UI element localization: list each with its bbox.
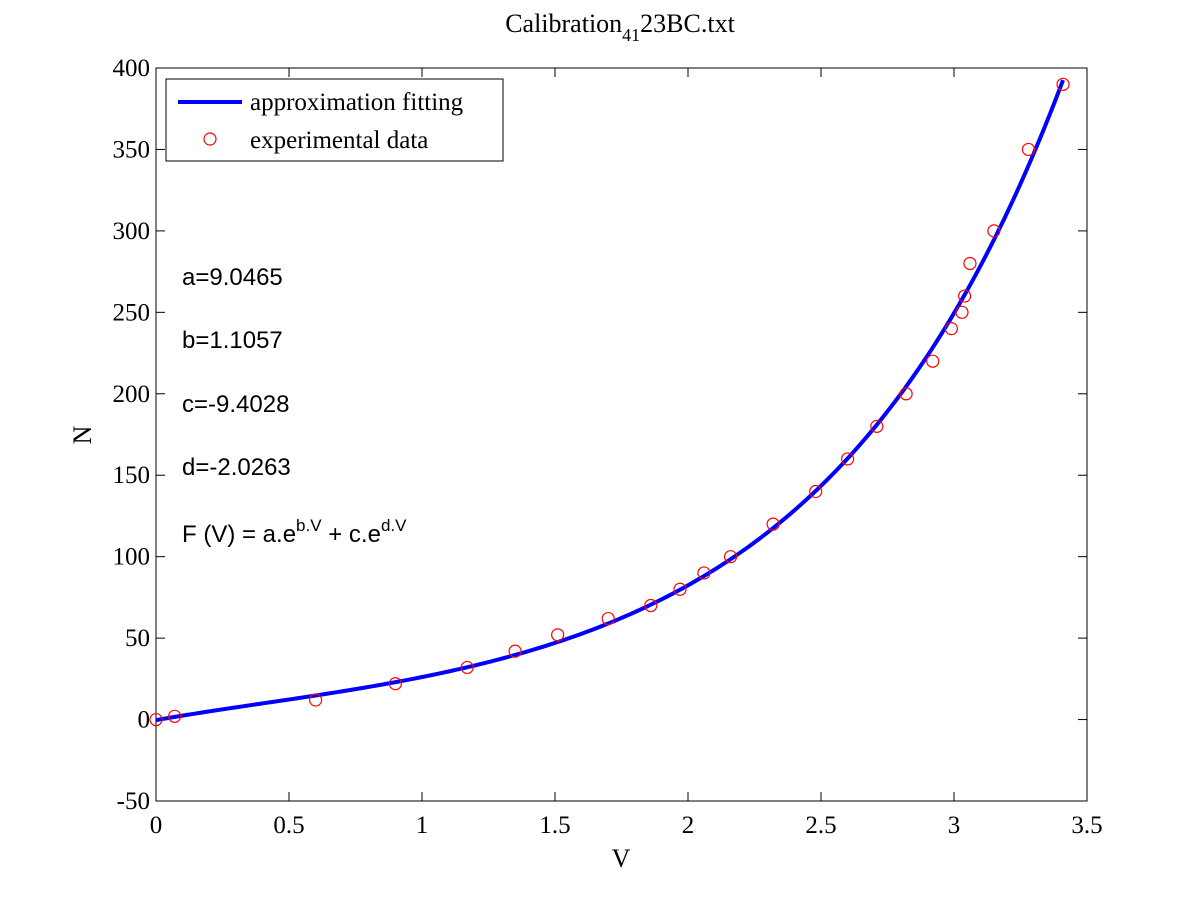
data-point <box>309 693 323 707</box>
y-tick-label: 250 <box>113 299 151 326</box>
axis-tick-labels: 0 0.5 1 1.5 2 2.5 3 3.5-50050100150200250300350… <box>113 55 1103 839</box>
x-tick-label: 2 <box>682 812 695 839</box>
x-tick-label: 2.5 <box>805 812 836 839</box>
x-tick-label: 1 <box>416 812 429 839</box>
data-point <box>508 644 522 658</box>
data-point <box>723 550 738 564</box>
legend-box <box>165 78 504 162</box>
y-tick-label: 50 <box>125 625 150 652</box>
data-point <box>168 709 182 723</box>
y-tick-label: -50 <box>117 788 150 815</box>
formula-part-2: + c.e <box>322 521 381 548</box>
data-markers <box>149 77 1070 727</box>
data-point <box>958 289 972 303</box>
data-point <box>987 224 1001 238</box>
parameter-annotations: a=9.0465 b=1.1057 c=-9.4028 d=-2.0263 F … <box>182 264 407 548</box>
data-point <box>551 628 565 642</box>
x-tick-label: 0.5 <box>273 812 304 839</box>
y-tick-label: 400 <box>113 55 151 82</box>
x-tick-label: 1.5 <box>539 812 570 839</box>
formula-sup-1: b.V <box>296 516 322 535</box>
data-point <box>766 517 780 531</box>
chart-title: Calibration4123BC.txt <box>505 9 735 45</box>
data-point <box>899 387 913 401</box>
y-tick-label: 300 <box>113 218 151 245</box>
formula-sup-2: d.V <box>381 516 407 535</box>
plot-area <box>155 67 1088 802</box>
data-point <box>149 712 163 727</box>
formula-part-1: F (V) = a.e <box>182 521 296 548</box>
x-tick-label: 0 <box>150 812 163 839</box>
y-tick-label: 100 <box>113 544 151 571</box>
data-point <box>697 566 711 580</box>
legend-label-fit: approximation fitting <box>250 89 464 116</box>
data-point <box>644 598 658 613</box>
y-tick-label: 350 <box>113 136 151 163</box>
annotation-b: b=1.1057 <box>182 327 283 354</box>
data-point <box>388 677 402 691</box>
legend: approximation fitting experimental data <box>165 78 504 162</box>
y-axis-title: N <box>68 425 97 444</box>
data-point <box>944 322 958 336</box>
y-tick-label: 0 <box>138 707 151 734</box>
data-point <box>673 582 687 596</box>
data-point <box>955 305 969 319</box>
annotation-c: c=-9.4028 <box>182 391 289 418</box>
data-point <box>963 256 977 271</box>
fit-curve <box>155 79 1065 723</box>
chart-title-rest: 23BC.txt <box>640 9 735 38</box>
data-point <box>460 660 474 675</box>
data-point <box>1021 142 1036 157</box>
x-axis-title: V <box>612 844 631 873</box>
x-tick-label: 3 <box>948 812 961 839</box>
data-point <box>840 452 855 466</box>
chart-title-main: Calibration <box>505 9 622 38</box>
y-tick-label: 150 <box>113 462 151 489</box>
data-point <box>926 354 940 368</box>
annotation-d: d=-2.0263 <box>182 454 291 481</box>
data-point <box>870 419 884 433</box>
legend-label-data: experimental data <box>250 127 428 154</box>
y-tick-label: 200 <box>113 381 151 408</box>
annotation-formula: F (V) = a.eb.V + c.ed.V <box>182 516 407 548</box>
data-point <box>601 611 615 626</box>
axis-ticks <box>155 67 1088 802</box>
annotation-a: a=9.0465 <box>182 264 283 291</box>
chart-title-subscript: 41 <box>622 25 640 45</box>
legend-marker-circle <box>203 132 217 146</box>
data-point <box>809 484 823 499</box>
x-tick-label: 3.5 <box>1071 812 1102 839</box>
data-point <box>1056 77 1070 91</box>
